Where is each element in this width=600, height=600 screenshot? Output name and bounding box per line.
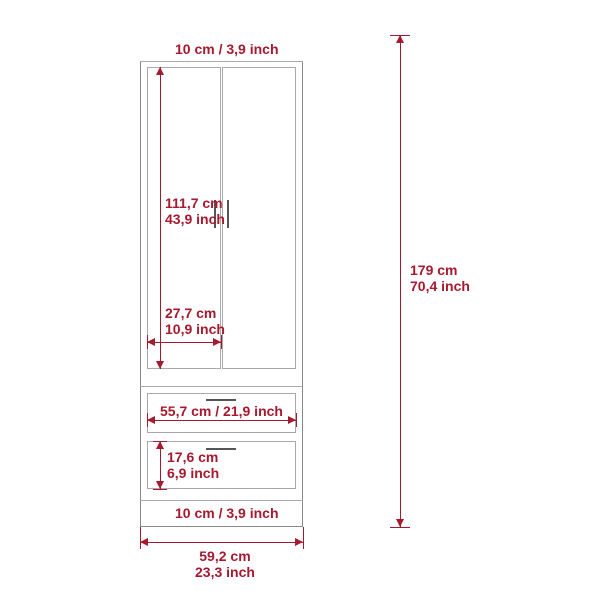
dim-total-w-label: 59,2 cm 23,3 inch bbox=[195, 548, 255, 580]
dim-drawer2-h-arrow-b bbox=[156, 481, 164, 489]
base-line bbox=[140, 500, 303, 501]
dim-door-h-arrow-top bbox=[156, 67, 164, 75]
door-handle-right bbox=[227, 200, 229, 228]
dim-door-w-tick-l bbox=[147, 335, 148, 349]
dim-drawer2-h-arrow-t bbox=[156, 441, 164, 449]
dim-door-h-label: 111,7 cm 43,9 inch bbox=[165, 195, 225, 227]
diagram-canvas: 10 cm / 3,9 inch 111,7 cm 43,9 inch 27,7… bbox=[0, 0, 600, 600]
shelf-line bbox=[140, 386, 303, 387]
dim-door-w-arrow-r bbox=[213, 338, 221, 346]
dim-drawer-w-tick-l bbox=[147, 413, 148, 427]
dim-door-h-arrow-bot bbox=[156, 361, 164, 369]
dim-total-w-line bbox=[140, 542, 303, 543]
dim-drawer-w-line bbox=[147, 420, 296, 421]
dim-total-h-line bbox=[400, 35, 401, 527]
dim-total-h-label: 179 cm 70,4 inch bbox=[410, 262, 470, 294]
dim-total-w-arrow-r bbox=[295, 538, 303, 546]
dim-drawer-w-tick-r bbox=[296, 413, 297, 427]
drawer-1-handle bbox=[206, 399, 236, 401]
dim-total-w-tick-l bbox=[140, 527, 141, 549]
dim-total-h-arrow-b bbox=[396, 519, 404, 527]
dim-total-w-tick-r bbox=[303, 527, 304, 549]
dim-drawer2-h-tick-t bbox=[153, 441, 167, 442]
dim-drawer-w-arrow-l bbox=[147, 416, 155, 424]
dim-door-w-label: 27,7 cm 10,9 inch bbox=[165, 305, 225, 337]
dim-drawer2-h-tick-b bbox=[153, 489, 167, 490]
dim-drawer2-h-label: 17,6 cm 6,9 inch bbox=[167, 449, 219, 481]
dim-base-label: 10 cm / 3,9 inch bbox=[175, 505, 279, 521]
door-right bbox=[222, 67, 296, 369]
dim-total-h-tick-b bbox=[390, 527, 410, 528]
dim-door-w-arrow-l bbox=[147, 338, 155, 346]
dim-drawer-w-label: 55,7 cm / 21,9 inch bbox=[160, 403, 283, 419]
dim-door-h-line bbox=[160, 67, 161, 369]
dim-drawer-w-arrow-r bbox=[288, 416, 296, 424]
dim-total-h-tick-t bbox=[390, 35, 410, 36]
dim-top-rail-label: 10 cm / 3,9 inch bbox=[175, 41, 279, 57]
dim-total-w-arrow-l bbox=[140, 538, 148, 546]
dim-total-h-arrow-t bbox=[396, 35, 404, 43]
dim-door-w-line bbox=[147, 342, 221, 343]
